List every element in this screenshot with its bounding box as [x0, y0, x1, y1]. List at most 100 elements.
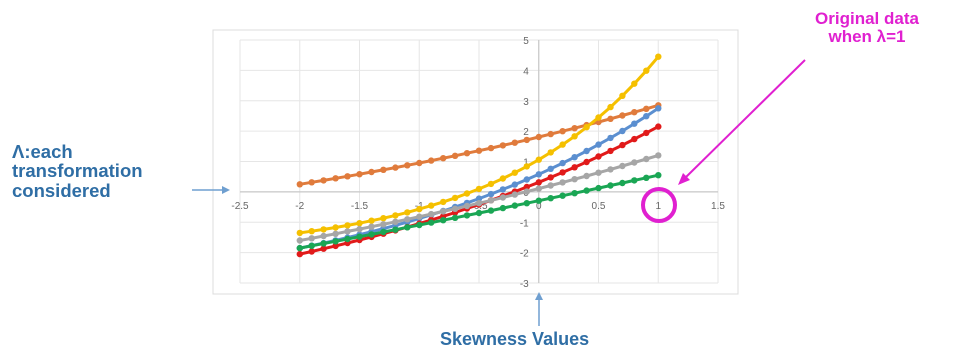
series-point — [631, 177, 638, 184]
series-point — [308, 228, 315, 235]
series-point — [308, 235, 315, 242]
series-point — [655, 152, 662, 159]
x-tick-label: -2.5 — [231, 201, 249, 212]
series-point — [583, 172, 590, 180]
lambda-one-highlight-circle — [641, 187, 677, 223]
y-tick-label: -1 — [520, 218, 529, 229]
series-point — [332, 242, 339, 250]
series-point — [595, 114, 602, 121]
series-point — [535, 179, 542, 186]
series-point — [619, 179, 626, 187]
series-point — [499, 186, 507, 193]
x-tick-label: -1.5 — [351, 201, 369, 212]
series-point — [571, 154, 578, 161]
series-point — [368, 231, 375, 238]
series-point — [308, 242, 315, 249]
original-data-annotation-line: when λ=1 — [828, 26, 906, 46]
series-point — [332, 224, 339, 231]
series-point — [547, 195, 554, 202]
series-point — [643, 129, 650, 137]
y-tick-label: 2 — [523, 127, 529, 138]
series-point — [631, 120, 638, 127]
series-point — [332, 230, 339, 237]
series-point — [631, 135, 638, 143]
series-point — [463, 150, 471, 157]
series-point — [559, 169, 566, 176]
series-point — [655, 123, 662, 130]
series-point — [440, 208, 447, 215]
x-tick-label: 1.5 — [711, 201, 725, 212]
series-point — [404, 209, 411, 216]
series-point — [547, 149, 554, 156]
series-point — [583, 187, 590, 194]
series-point — [607, 166, 614, 173]
series-point — [559, 159, 566, 167]
series-point — [643, 105, 650, 113]
series-2 — [296, 53, 662, 237]
series-point — [428, 202, 435, 209]
series-point — [475, 147, 483, 154]
series-point — [619, 162, 626, 170]
series-point — [380, 221, 387, 228]
series-point — [523, 176, 530, 183]
series-point — [475, 195, 483, 202]
series-point — [607, 134, 614, 142]
series-point — [655, 53, 662, 60]
series-point — [607, 147, 614, 155]
series-point — [440, 155, 447, 162]
series-5 — [296, 152, 662, 244]
series-6 — [296, 172, 662, 252]
series-point — [571, 164, 578, 171]
series-point — [356, 171, 363, 178]
skewness-values-annotation: Skewness Values — [440, 329, 590, 349]
series-point — [643, 174, 650, 181]
y-tick-label: 3 — [523, 97, 529, 108]
series-point — [619, 92, 626, 100]
annotation-arrows — [192, 59, 806, 326]
series-point — [631, 109, 638, 116]
series-point — [487, 180, 495, 188]
series-point — [308, 248, 315, 255]
series-point — [308, 179, 315, 186]
series-point — [535, 156, 542, 163]
series-point — [475, 200, 483, 207]
series-point — [296, 181, 303, 188]
series-point — [320, 226, 327, 233]
series-point — [428, 157, 435, 164]
series-point — [535, 185, 542, 192]
series-point — [428, 219, 435, 226]
series-point — [428, 210, 435, 218]
series-point — [392, 212, 399, 219]
series-point — [535, 133, 542, 141]
series-point — [416, 205, 423, 213]
y-tick-label: -2 — [520, 249, 529, 260]
series-point — [559, 179, 566, 186]
series-point — [487, 144, 495, 152]
series-point — [547, 182, 554, 189]
series-point — [511, 139, 518, 146]
series-point — [619, 112, 626, 119]
series-point — [595, 141, 602, 148]
series-point — [643, 113, 650, 120]
series-point — [463, 190, 471, 197]
series-point — [523, 136, 530, 144]
series-point — [523, 188, 530, 195]
series-point — [344, 228, 351, 235]
right-annotation-arrow — [683, 59, 806, 180]
series-point — [487, 207, 495, 214]
series-point — [380, 228, 387, 236]
series-point — [451, 152, 459, 159]
transformation-annotation-line: transformation — [12, 160, 143, 182]
series-point — [368, 217, 375, 224]
series-point — [356, 220, 363, 227]
tick-labels: -2.5-2-1.5-1-0.500.511.5-3-2-1012345 — [231, 36, 725, 290]
series-point — [619, 127, 626, 135]
right-annotation-arrowhead — [678, 173, 690, 185]
series-point — [440, 198, 447, 206]
series-point — [344, 235, 351, 243]
series-point — [499, 194, 507, 201]
series-point — [404, 224, 411, 231]
series-point — [475, 209, 483, 217]
series-point — [487, 190, 495, 198]
series-point — [643, 67, 650, 74]
